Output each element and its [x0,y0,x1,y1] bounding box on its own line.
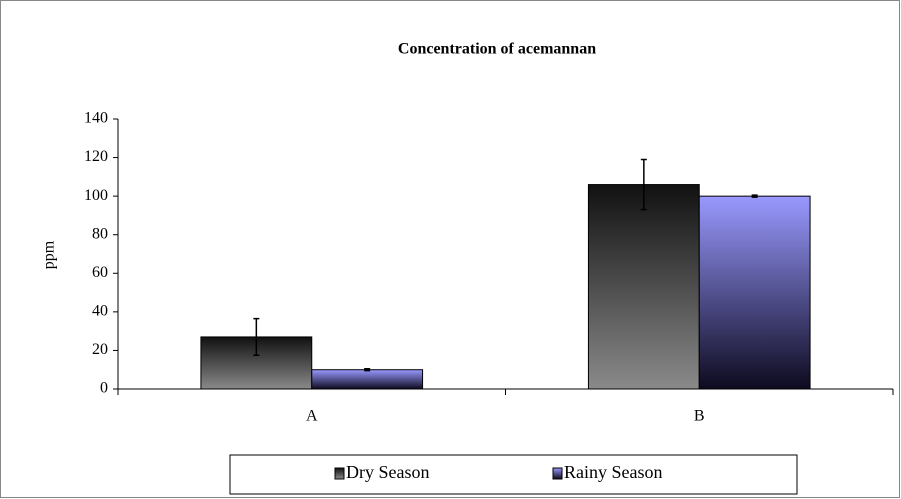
y-tick-label: 140 [84,110,108,127]
y-tick-label: 100 [84,187,108,204]
legend-label: Dry Season [346,462,430,482]
error-bar [253,317,260,356]
y-tick-label: 20 [92,341,108,358]
bar [698,195,811,390]
y-tick-label: 120 [84,148,108,165]
bar [200,336,313,390]
error-bar [364,368,371,372]
error-bar [640,158,647,211]
y-axis-label: ppm [41,240,58,269]
legend-box [229,454,798,495]
bar [311,369,424,390]
error-bar [751,194,758,198]
bar [587,184,700,390]
legend-swatch [552,467,563,480]
x-tick-label: B [694,408,705,425]
y-tick-label: 80 [92,225,108,242]
y-tick-label: 60 [92,264,108,281]
x-tick-label: A [306,408,318,425]
legend-label: Rainy Season [564,462,663,482]
y-tick-label: 0 [100,380,108,397]
y-tick-label: 40 [92,303,108,320]
chart-title: Concentration of acemannan [398,41,596,58]
legend-swatch [334,467,345,480]
